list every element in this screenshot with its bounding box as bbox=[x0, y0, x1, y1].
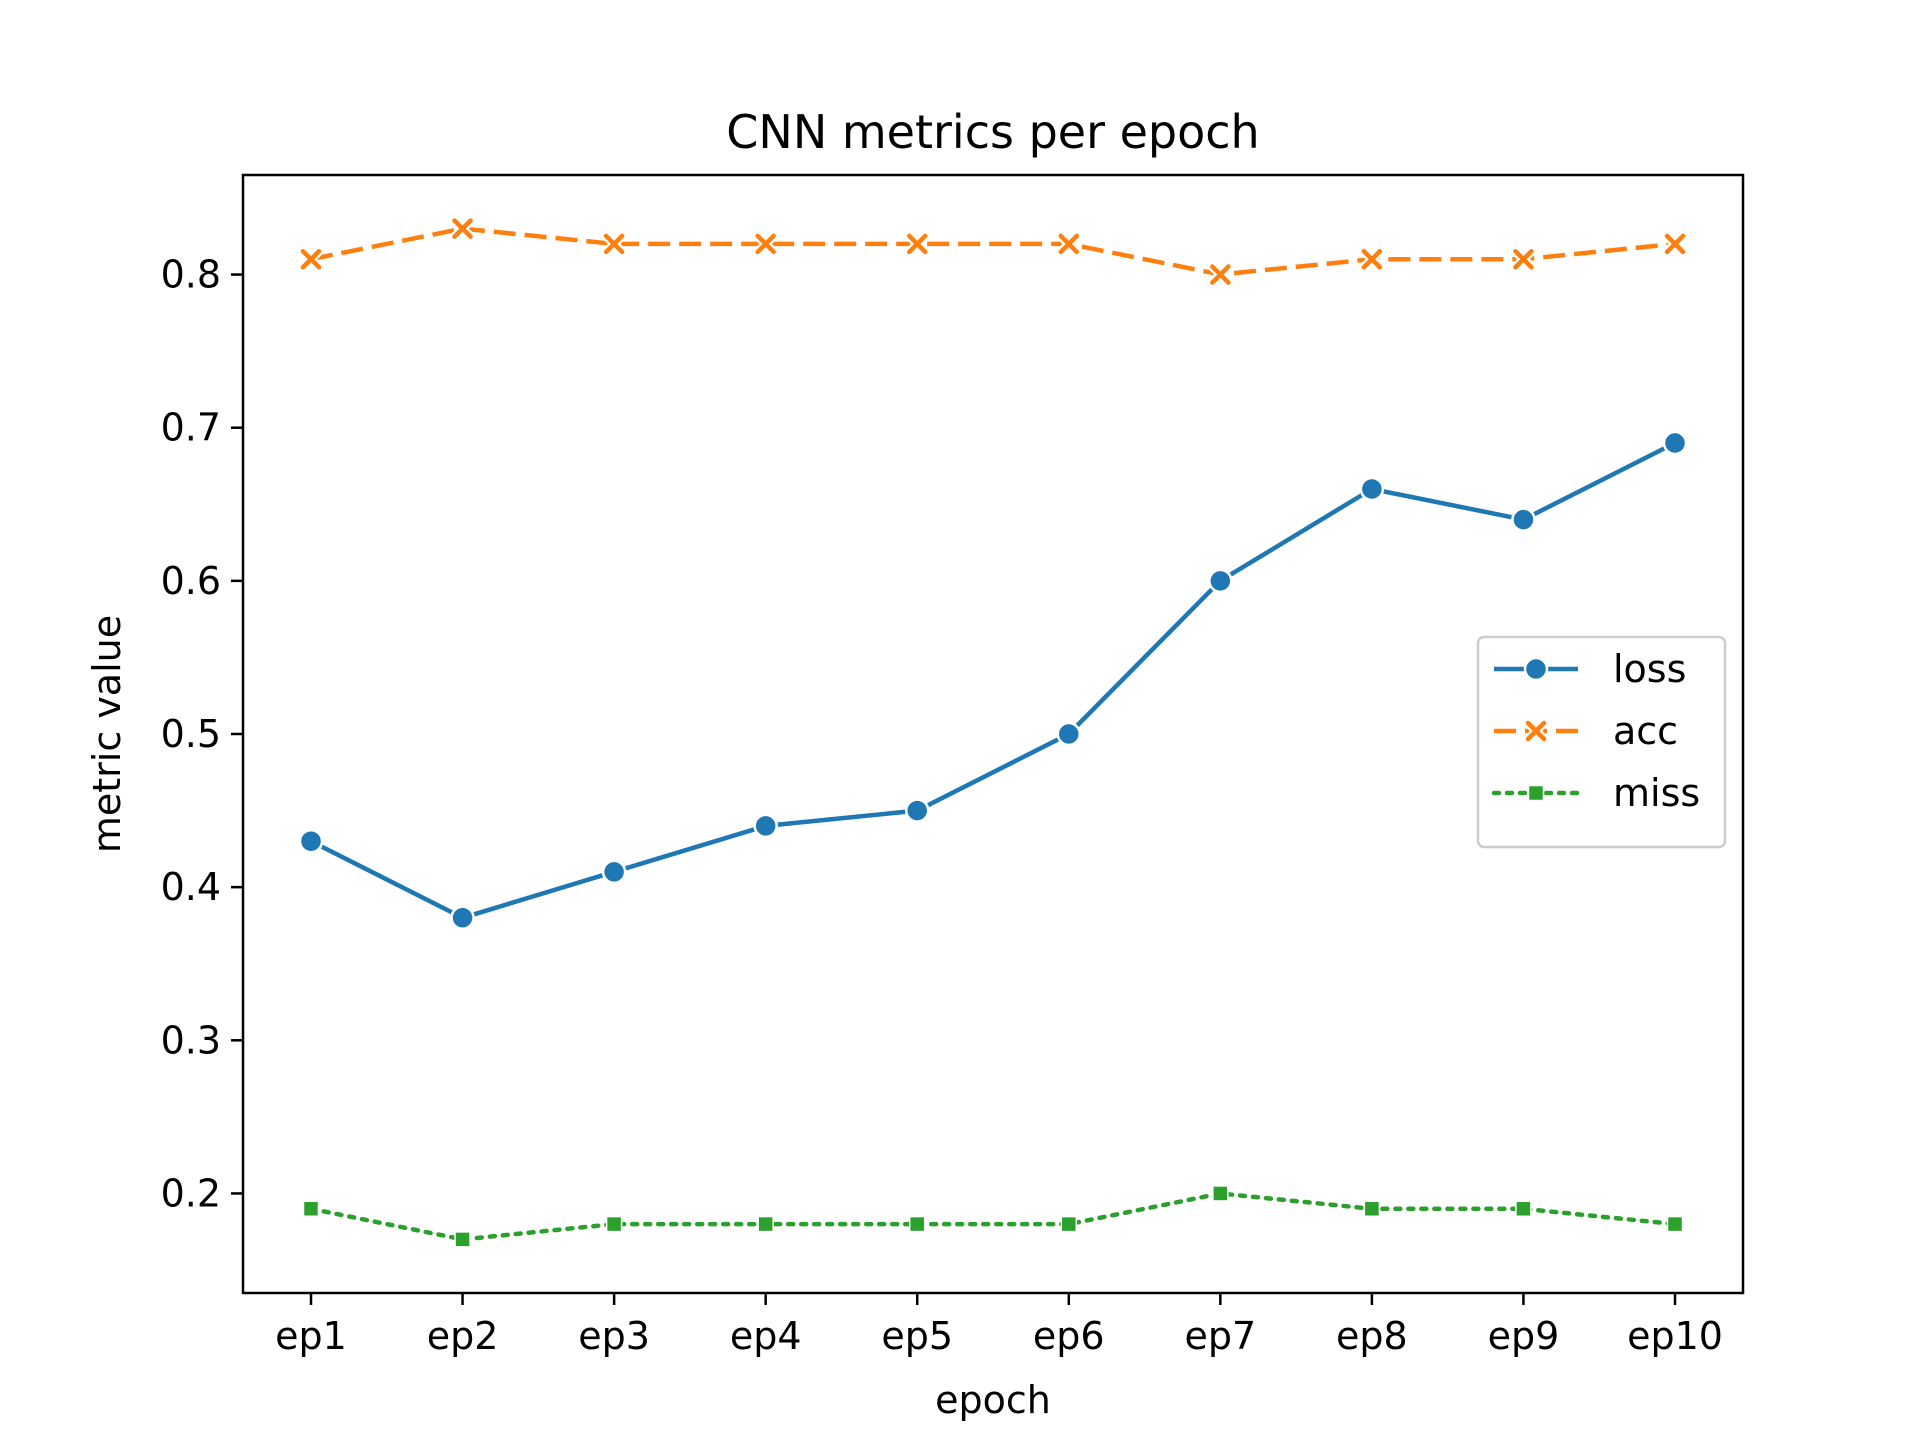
legend-label-loss: loss bbox=[1613, 647, 1686, 691]
data-point-acc-ep6 bbox=[1056, 231, 1082, 257]
series-line-miss bbox=[308, 1191, 1678, 1242]
legend: loss acc miss bbox=[1476, 635, 1727, 849]
legend-marker-loss bbox=[1523, 656, 1549, 682]
data-point-miss-ep5 bbox=[908, 1215, 926, 1233]
x-tick-label: ep7 bbox=[1184, 1314, 1256, 1358]
data-point-loss-ep7 bbox=[1208, 568, 1233, 594]
series-loss bbox=[298, 430, 1688, 931]
x-axis: ep1 ep2 ep3 ep4 ep5 ep6 ep7 ep8 ep9 ep10 bbox=[275, 1293, 1723, 1358]
data-point-miss-ep6 bbox=[1060, 1215, 1078, 1233]
x-tick-label: ep4 bbox=[730, 1314, 802, 1358]
data-point-miss-ep1 bbox=[302, 1200, 320, 1218]
x-tick-label: ep8 bbox=[1336, 1314, 1408, 1358]
legend-label-miss: miss bbox=[1613, 771, 1700, 815]
data-point-acc-ep2 bbox=[450, 216, 476, 242]
y-tick-label: 0.4 bbox=[161, 865, 221, 909]
legend-entry-loss: loss bbox=[1494, 647, 1686, 691]
x-axis-label: epoch bbox=[935, 1378, 1051, 1422]
data-point-miss-ep8 bbox=[1363, 1200, 1381, 1218]
data-point-loss-ep9 bbox=[1511, 507, 1536, 532]
data-point-acc-ep8 bbox=[1359, 246, 1385, 272]
legend-entry-acc: acc bbox=[1494, 709, 1678, 753]
x-tick-label: ep5 bbox=[881, 1314, 953, 1358]
data-point-miss-ep4 bbox=[757, 1215, 774, 1233]
x-tick-label: ep9 bbox=[1488, 1314, 1560, 1358]
data-point-loss-ep10 bbox=[1662, 430, 1688, 456]
legend-entry-miss: miss bbox=[1491, 771, 1700, 815]
series-line-loss bbox=[309, 440, 1677, 921]
series-miss bbox=[302, 1185, 1684, 1248]
x-tick-label: ep3 bbox=[578, 1314, 650, 1358]
y-tick-label: 0.7 bbox=[161, 406, 221, 450]
data-point-miss-ep10 bbox=[1666, 1215, 1684, 1233]
y-tick-label: 0.5 bbox=[161, 712, 221, 756]
plot-area bbox=[298, 216, 1688, 1248]
legend-label-acc: acc bbox=[1613, 709, 1678, 753]
chart-title: CNN metrics per epoch bbox=[726, 105, 1259, 159]
series-line-acc bbox=[310, 226, 1676, 277]
data-point-miss-ep2 bbox=[454, 1231, 471, 1248]
data-point-loss-ep2 bbox=[450, 905, 475, 931]
data-point-miss-ep9 bbox=[1515, 1200, 1532, 1218]
y-axis-label: metric value bbox=[85, 615, 129, 853]
data-point-loss-ep5 bbox=[904, 798, 930, 823]
data-point-acc-ep5 bbox=[904, 231, 930, 257]
y-tick-label: 0.6 bbox=[161, 559, 221, 603]
y-tick-label: 0.2 bbox=[161, 1171, 221, 1215]
data-point-miss-ep3 bbox=[605, 1215, 623, 1233]
data-point-loss-ep1 bbox=[298, 828, 324, 854]
data-point-loss-ep8 bbox=[1359, 476, 1385, 502]
data-point-acc-ep10 bbox=[1662, 231, 1688, 257]
data-point-acc-ep1 bbox=[298, 246, 324, 272]
data-point-loss-ep3 bbox=[601, 859, 627, 885]
legend-marker-acc bbox=[1523, 718, 1549, 744]
x-tick-label: ep6 bbox=[1033, 1314, 1105, 1358]
series-acc bbox=[298, 216, 1688, 288]
x-tick-label: ep1 bbox=[275, 1314, 347, 1358]
y-tick-label: 0.3 bbox=[161, 1018, 221, 1062]
data-point-acc-ep9 bbox=[1510, 246, 1536, 272]
data-point-loss-ep6 bbox=[1056, 721, 1082, 747]
data-point-acc-ep7 bbox=[1207, 262, 1233, 288]
y-axis: 0.2 0.3 0.4 0.5 0.6 0.7 0.8 bbox=[161, 253, 243, 1215]
y-tick-label: 0.8 bbox=[161, 253, 221, 297]
data-point-loss-ep4 bbox=[753, 813, 778, 839]
x-tick-label: ep10 bbox=[1627, 1314, 1723, 1358]
data-point-miss-ep7 bbox=[1212, 1185, 1229, 1202]
data-point-acc-ep3 bbox=[601, 231, 627, 257]
x-tick-label: ep2 bbox=[427, 1314, 499, 1358]
legend-marker-miss bbox=[1527, 784, 1545, 802]
data-point-acc-ep4 bbox=[753, 231, 779, 257]
